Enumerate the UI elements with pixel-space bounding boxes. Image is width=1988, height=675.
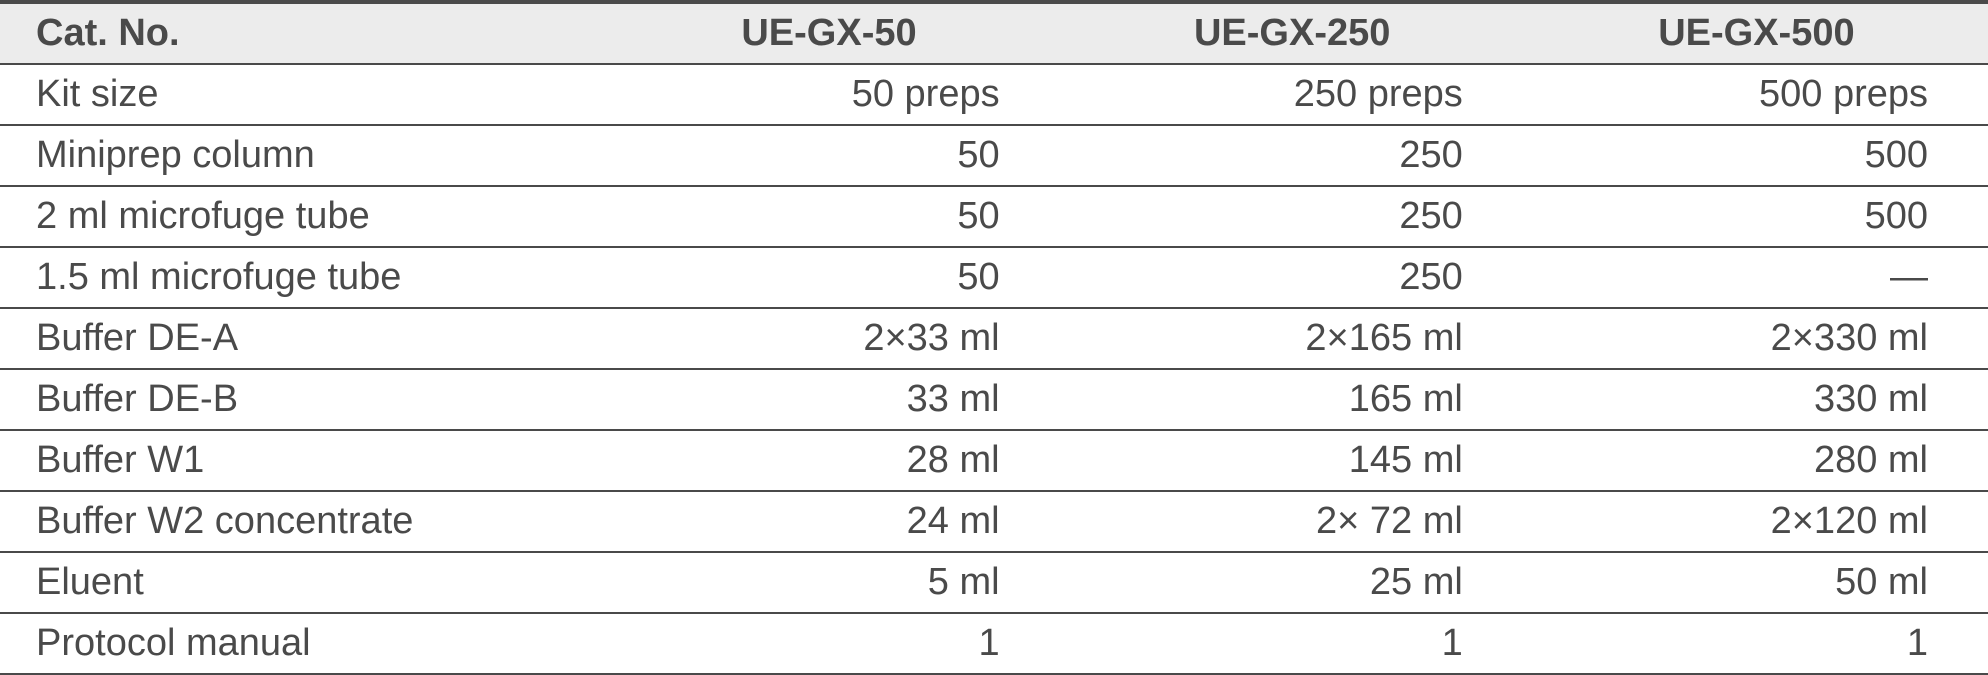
row-value: 250 bbox=[1060, 247, 1523, 308]
row-label: 1.5 ml microfuge tube bbox=[0, 247, 596, 308]
row-value: 250 bbox=[1060, 186, 1523, 247]
row-label: 2 ml microfuge tube bbox=[0, 186, 596, 247]
row-value: 2×33 ml bbox=[596, 308, 1059, 369]
row-value: 250 preps bbox=[1060, 64, 1523, 125]
row-value: 1 bbox=[1060, 613, 1523, 674]
row-value: 50 bbox=[596, 125, 1059, 186]
table-row: Protocol manual111 bbox=[0, 613, 1988, 674]
row-value: 165 ml bbox=[1060, 369, 1523, 430]
table-row: Eluent5 ml25 ml50 ml bbox=[0, 552, 1988, 613]
col-header-gx500: UE-GX-500 bbox=[1523, 2, 1988, 64]
row-value: 250 bbox=[1060, 125, 1523, 186]
row-value: 50 preps bbox=[596, 64, 1059, 125]
table-row: Buffer W128 ml145 ml280 ml bbox=[0, 430, 1988, 491]
table-row: Buffer W2 concentrate24 ml2× 72 ml2×120 … bbox=[0, 491, 1988, 552]
table-row: Buffer DE-A2×33 ml2×165 ml2×330 ml bbox=[0, 308, 1988, 369]
table-body: Kit size50 preps250 preps500 prepsMinipr… bbox=[0, 64, 1988, 674]
row-label: Buffer W2 concentrate bbox=[0, 491, 596, 552]
row-value: 2×120 ml bbox=[1523, 491, 1988, 552]
row-label: Buffer DE-B bbox=[0, 369, 596, 430]
table-row: 1.5 ml microfuge tube50250— bbox=[0, 247, 1988, 308]
col-header-gx250: UE-GX-250 bbox=[1060, 2, 1523, 64]
row-label: Protocol manual bbox=[0, 613, 596, 674]
row-value: 1 bbox=[596, 613, 1059, 674]
row-value: 500 preps bbox=[1523, 64, 1988, 125]
table-row: Miniprep column50250500 bbox=[0, 125, 1988, 186]
table-row: Kit size50 preps250 preps500 preps bbox=[0, 64, 1988, 125]
row-value: 28 ml bbox=[596, 430, 1059, 491]
row-value: 5 ml bbox=[596, 552, 1059, 613]
table-row: 2 ml microfuge tube50250500 bbox=[0, 186, 1988, 247]
row-label: Buffer W1 bbox=[0, 430, 596, 491]
row-value: 2× 72 ml bbox=[1060, 491, 1523, 552]
row-value: 50 ml bbox=[1523, 552, 1988, 613]
row-value: 50 bbox=[596, 186, 1059, 247]
row-label: Buffer DE-A bbox=[0, 308, 596, 369]
row-value: 500 bbox=[1523, 125, 1988, 186]
row-value: 330 ml bbox=[1523, 369, 1988, 430]
table-header-row: Cat. No. UE-GX-50 UE-GX-250 UE-GX-500 bbox=[0, 2, 1988, 64]
row-value: 500 bbox=[1523, 186, 1988, 247]
row-label: Kit size bbox=[0, 64, 596, 125]
row-value: 2×330 ml bbox=[1523, 308, 1988, 369]
col-header-cat-no: Cat. No. bbox=[0, 2, 596, 64]
row-value: — bbox=[1523, 247, 1988, 308]
row-value: 25 ml bbox=[1060, 552, 1523, 613]
table-row: Buffer DE-B33 ml165 ml330 ml bbox=[0, 369, 1988, 430]
row-value: 1 bbox=[1523, 613, 1988, 674]
row-value: 50 bbox=[596, 247, 1059, 308]
row-label: Miniprep column bbox=[0, 125, 596, 186]
kit-contents-table: Cat. No. UE-GX-50 UE-GX-250 UE-GX-500 Ki… bbox=[0, 0, 1988, 675]
row-value: 145 ml bbox=[1060, 430, 1523, 491]
row-value: 33 ml bbox=[596, 369, 1059, 430]
col-header-gx50: UE-GX-50 bbox=[596, 2, 1059, 64]
row-value: 2×165 ml bbox=[1060, 308, 1523, 369]
row-value: 24 ml bbox=[596, 491, 1059, 552]
row-label: Eluent bbox=[0, 552, 596, 613]
row-value: 280 ml bbox=[1523, 430, 1988, 491]
